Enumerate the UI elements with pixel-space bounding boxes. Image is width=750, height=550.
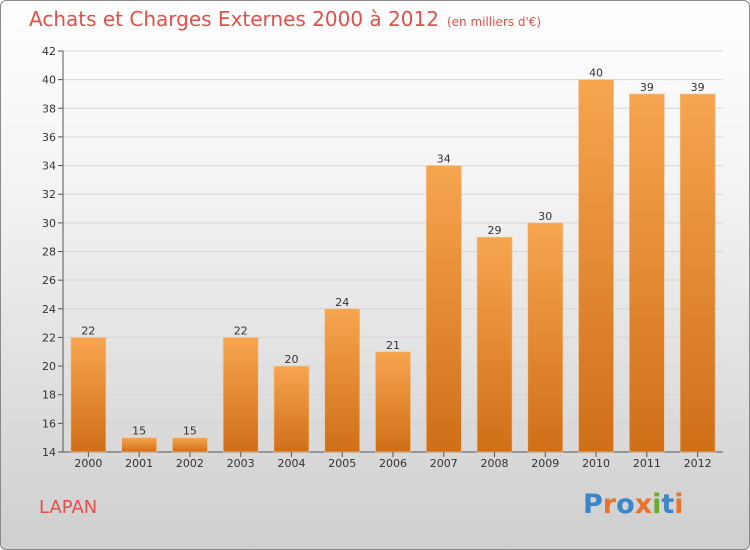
bar-value-label: 22	[81, 324, 95, 337]
y-tick-label: 42	[42, 45, 56, 58]
bar-2005	[324, 308, 361, 453]
brand-letter: i	[674, 489, 684, 520]
bar-value-label: 21	[386, 339, 400, 352]
x-tick-label: 2009	[531, 457, 559, 470]
x-tick-label: 2007	[430, 457, 458, 470]
x-tick-label: 2005	[328, 457, 356, 470]
bar-2012	[679, 93, 716, 453]
bar-2011	[629, 93, 665, 453]
y-tick-label: 38	[42, 102, 56, 115]
y-tick-label: 20	[42, 360, 56, 373]
bar-value-label: 34	[437, 153, 451, 166]
x-tick-label: 2011	[633, 457, 661, 470]
x-tick-label: 2000	[74, 457, 102, 470]
chart-title-block: Achats et Charges Externes 2000 à 2012 (e…	[29, 7, 541, 31]
x-tick-label: 2002	[176, 457, 204, 470]
bar-value-label: 39	[691, 81, 705, 94]
y-tick-label: 40	[42, 74, 56, 87]
y-tick-label: 24	[42, 303, 56, 316]
bar-value-label: 20	[284, 353, 298, 366]
brand-letter: t	[661, 489, 675, 520]
bar-2007	[425, 165, 462, 453]
proxiti-logo: Proxiti	[583, 489, 684, 520]
bar-value-label: 30	[538, 210, 552, 223]
x-tick-label: 2010	[582, 457, 610, 470]
y-tick-label: 28	[42, 246, 56, 259]
bar-2001	[121, 437, 157, 453]
x-tick-label: 2003	[227, 457, 255, 470]
y-tick-label: 30	[42, 217, 56, 230]
x-tick-label: 2001	[125, 457, 153, 470]
brand-letter: i	[652, 489, 662, 520]
bar-2003	[222, 337, 259, 453]
brand-letter: x	[634, 489, 653, 520]
y-tick-label: 14	[42, 446, 56, 459]
y-tick-label: 36	[42, 131, 56, 144]
bar-value-label: 39	[640, 81, 654, 94]
x-tick-label: 2012	[684, 457, 712, 470]
chart-subtitle: (en milliers d'€)	[446, 15, 542, 29]
bar-2006	[375, 351, 411, 453]
y-tick-label: 22	[42, 331, 56, 344]
x-tick-label: 2006	[379, 457, 407, 470]
bar-value-label: 22	[234, 324, 248, 337]
bar-2009	[527, 222, 564, 453]
bar-2008	[476, 236, 513, 453]
chart-title: Achats et Charges Externes 2000 à 2012	[29, 7, 439, 31]
bar-2010	[578, 79, 614, 453]
y-tick-label: 18	[42, 389, 56, 402]
bar-2004	[273, 365, 310, 453]
bar-value-label: 29	[488, 224, 502, 237]
bar-2002	[172, 437, 208, 453]
x-tick-label: 2008	[481, 457, 509, 470]
x-tick-label: 2004	[277, 457, 305, 470]
bar-value-label: 15	[183, 425, 197, 438]
brand-letter: P	[583, 489, 603, 520]
y-tick-label: 16	[42, 417, 56, 430]
bar-2000	[70, 337, 107, 453]
bar-value-label: 24	[335, 296, 349, 309]
commune-name: LAPAN	[39, 497, 98, 518]
y-tick-label: 34	[42, 160, 56, 173]
y-tick-label: 32	[42, 188, 56, 201]
bar-value-label: 15	[132, 425, 146, 438]
brand-letter: o	[616, 489, 635, 520]
y-tick-label: 26	[42, 274, 56, 287]
brand-letter: r	[602, 489, 617, 520]
bar-value-label: 40	[589, 67, 603, 80]
